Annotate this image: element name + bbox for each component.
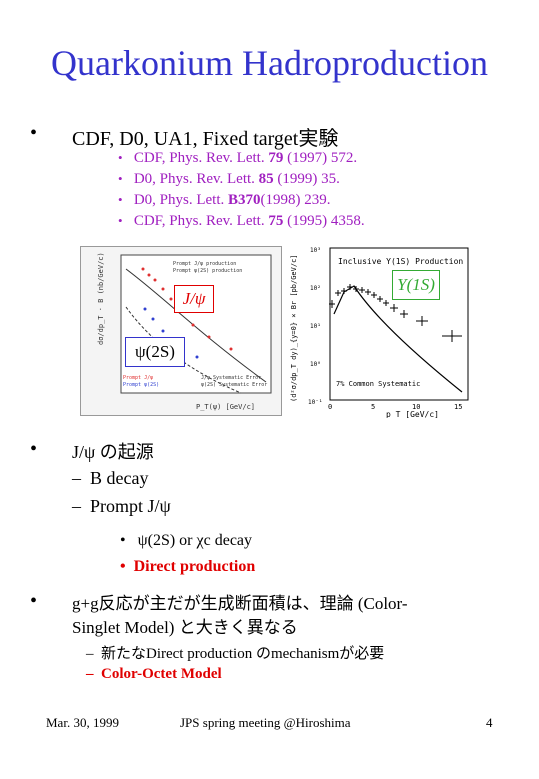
upsilon-ylabel: (d²σ/dp_T dy)_{y=0} × Br [pb/GeV/c] [290, 254, 298, 402]
y-tick: 10² [310, 285, 321, 292]
upsilon-title: Inclusive Υ(1S) Production [338, 257, 463, 266]
left-plot-legend-1: Prompt J/ψ production [173, 261, 236, 267]
footer-meeting: JPS spring meeting @Hiroshima [180, 715, 351, 730]
psi2s-theory-curve [125, 306, 242, 394]
x-tick: 5 [371, 403, 375, 411]
upsilon-xlabel: p_T [GeV/c] [386, 410, 439, 418]
dash-color-octet: – Color-Octet Model [86, 666, 222, 682]
y-tick: 10³ [310, 247, 321, 254]
citation-item: • D0, Phys. Lett. B370(1998) 239. [118, 192, 331, 208]
plot-frame [120, 254, 272, 394]
left-plot-xlabel: P_T(ψ) [GeV/c] [196, 403, 255, 411]
jpsi-theory-curve [125, 268, 267, 383]
jpsi-plot-svg: dσ/dp_T · B (nb/GeV/c) P_T(ψ) [GeV/c] Pr… [97, 252, 272, 411]
upsilon-label-box: Υ(1S) [392, 270, 440, 300]
x-tick: 10 [412, 403, 420, 411]
sub-item-red: • Direct production [120, 558, 256, 575]
left-legend-psi2s-syst: ψ(2S) Systematic Error [201, 382, 267, 388]
left-plot-legend-2: Prompt ψ(2S) production [173, 268, 242, 274]
x-tick: 15 [454, 403, 462, 411]
bullet-jpsi-origin: J/ψ の起源 [72, 442, 154, 462]
citation-list: • CDF, Phys. Rev. Lett. 79 (1997) 572. •… [118, 150, 365, 234]
upsilon-note: 7% Common Systematic [336, 380, 420, 388]
citation-item: • CDF, Phys. Rev. Lett. 79 (1997) 572. [118, 150, 358, 166]
upsilon-plot: (d²σ/dp_T dy)_{y=0} × Br [pb/GeV/c] 10³ … [286, 242, 472, 419]
bullet-experiments: CDF, D0, UA1, Fixed target実験 [72, 128, 339, 150]
y-tick: 10¹ [310, 323, 321, 330]
dash-item: – B decay [72, 468, 149, 488]
jpsi-label-box: J/ψ [174, 285, 214, 313]
psi2s-label-box: ψ(2S) [125, 337, 185, 367]
y-tick: 10⁰ [310, 361, 321, 368]
left-legend-jpsi-syst: J/ψ Systematic Error [201, 375, 261, 381]
x-tick: 0 [328, 403, 332, 411]
citation-item: • CDF, Phys. Rev. Lett. 75 (1995) 4358. [118, 213, 365, 229]
footer-date: Mar. 30, 1999 [46, 715, 119, 730]
bullet-dot: • [30, 122, 38, 144]
y-tick: 10⁻¹ [308, 399, 322, 406]
upsilon-plot-svg: (d²σ/dp_T dy)_{y=0} × Br [pb/GeV/c] 10³ … [290, 247, 469, 419]
dash-mechanism: – 新たなDirect production のmechanismが必要 [86, 646, 385, 662]
jpsi-psi2s-plot: dσ/dp_T · B (nb/GeV/c) P_T(ψ) [GeV/c] Pr… [80, 246, 282, 416]
left-plot-ylabel: dσ/dp_T · B (nb/GeV/c) [97, 252, 105, 345]
left-legend-jpsi: Prompt J/ψ [123, 375, 153, 381]
bullet-dot: • [30, 590, 38, 612]
footer-page: 4 [486, 715, 493, 730]
upsilon-theory-curve [333, 285, 463, 393]
sub-item: • ψ(2S) or χc decay [120, 532, 253, 549]
left-legend-psi2s: Prompt ψ(2S) [123, 382, 159, 388]
dash-item: – Prompt J/ψ [72, 496, 171, 516]
page-title: Quarkonium Hadroproduction [51, 43, 488, 83]
bullet-dot: • [30, 438, 38, 460]
citation-item: • D0, Phys. Rev. Lett. 85 (1999) 35. [118, 171, 340, 187]
bullet-gg: g+g反応が主だが生成断面積は、理論 (Color- Singlet Model… [72, 594, 408, 637]
upsilon-data-points [329, 284, 462, 342]
